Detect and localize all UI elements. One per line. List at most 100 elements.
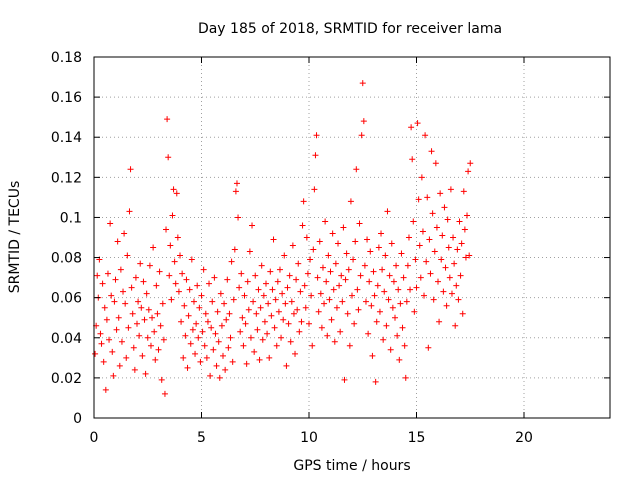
data-point-marker [135, 298, 142, 305]
data-point-marker [319, 264, 326, 271]
y-tick-label: 0.04 [51, 331, 82, 347]
data-point-marker [273, 342, 280, 349]
data-point-marker [206, 280, 213, 287]
data-point-marker [197, 358, 204, 365]
data-point-marker [195, 334, 202, 341]
data-point-marker [254, 326, 261, 333]
data-point-marker [451, 260, 458, 267]
data-point-marker [326, 296, 333, 303]
data-point-marker [381, 288, 388, 295]
data-point-marker [390, 278, 397, 285]
data-point-marker [186, 286, 193, 293]
data-point-marker [238, 270, 245, 277]
data-point-marker [111, 298, 118, 305]
data-point-marker [158, 376, 165, 383]
data-point-marker [350, 256, 357, 263]
data-point-marker [267, 268, 274, 275]
data-point-marker [232, 188, 239, 195]
data-point-marker [426, 236, 433, 243]
data-point-marker [304, 270, 311, 277]
data-point-marker [360, 118, 367, 125]
data-point-marker [458, 240, 465, 247]
data-point-marker [151, 328, 158, 335]
data-point-marker [236, 284, 243, 291]
x-tick-label: 20 [515, 430, 533, 446]
data-point-marker [330, 286, 337, 293]
data-point-marker [409, 156, 416, 163]
data-point-marker [155, 346, 162, 353]
x-tick-label: 15 [408, 430, 426, 446]
data-point-marker [332, 260, 339, 267]
data-point-marker [252, 272, 259, 279]
data-point-marker [131, 366, 138, 373]
data-point-marker [344, 310, 351, 317]
data-point-marker [283, 362, 290, 369]
data-point-marker [260, 292, 267, 299]
data-point-marker [150, 244, 157, 251]
y-tick-label: 0 [73, 411, 82, 427]
data-point-marker [384, 208, 391, 215]
data-point-marker [446, 274, 453, 281]
data-point-marker [335, 240, 342, 247]
data-point-marker [414, 120, 421, 127]
data-point-marker [216, 374, 223, 381]
data-point-marker [106, 336, 113, 343]
data-point-marker [113, 326, 120, 333]
data-point-marker [393, 262, 400, 269]
data-point-marker [284, 284, 291, 291]
data-point-marker [292, 350, 299, 357]
data-point-marker [146, 262, 153, 269]
data-point-marker [303, 234, 310, 241]
data-point-marker [314, 274, 321, 281]
data-point-marker [450, 234, 457, 241]
data-point-marker [104, 270, 111, 277]
data-point-marker [210, 346, 217, 353]
data-point-marker [98, 340, 105, 347]
data-point-marker [204, 318, 211, 325]
data-point-marker [331, 338, 338, 345]
data-point-marker [287, 338, 294, 345]
data-point-marker [412, 256, 419, 263]
data-point-marker [220, 352, 226, 359]
data-point-marker [193, 320, 200, 327]
data-point-marker [280, 316, 287, 323]
data-point-marker [368, 302, 375, 309]
data-point-marker [153, 282, 160, 289]
data-point-marker [359, 80, 366, 87]
data-point-marker [435, 278, 441, 285]
data-point-marker [166, 272, 173, 279]
data-point-marker [329, 230, 336, 237]
data-point-marker [207, 372, 214, 379]
data-point-marker [138, 304, 145, 311]
data-point-marker [457, 272, 464, 279]
y-tick-label: 0.18 [51, 50, 82, 66]
data-point-marker [296, 328, 303, 335]
data-point-marker [387, 346, 394, 353]
data-point-marker [266, 354, 273, 361]
data-point-marker [285, 320, 292, 327]
data-point-marker [246, 248, 253, 255]
data-point-marker [432, 160, 439, 167]
data-point-marker [302, 304, 309, 311]
data-point-marker [170, 186, 177, 193]
data-point-marker [454, 246, 461, 253]
data-point-marker [208, 324, 215, 331]
data-point-marker [388, 240, 395, 247]
data-point-marker [137, 260, 144, 267]
data-point-marker [169, 212, 176, 219]
data-point-marker [233, 180, 240, 187]
data-point-marker [130, 344, 137, 351]
data-point-marker [467, 160, 474, 167]
data-point-marker [125, 324, 132, 331]
data-point-marker [299, 222, 306, 229]
data-point-marker [256, 356, 263, 363]
data-point-marker [417, 274, 424, 281]
data-point-marker [263, 280, 269, 287]
data-point-marker [214, 308, 221, 315]
data-point-marker [92, 350, 99, 357]
data-point-marker [379, 266, 386, 273]
x-tick-label: 0 [90, 430, 99, 446]
data-point-marker [241, 292, 248, 299]
data-point-marker [297, 288, 304, 295]
grid-lines [94, 57, 610, 418]
